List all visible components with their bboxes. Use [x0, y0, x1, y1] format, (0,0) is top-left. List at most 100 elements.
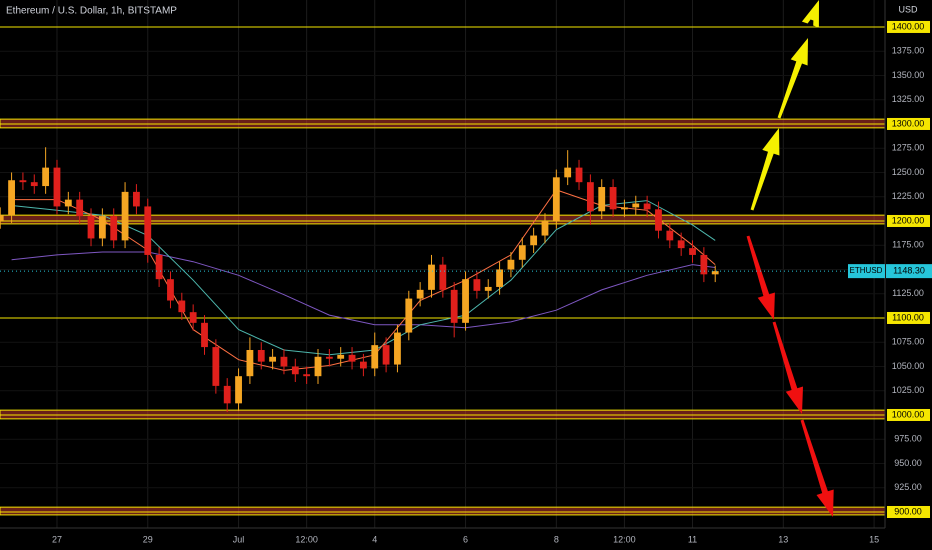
- candle-body: [655, 209, 662, 231]
- arrow: [801, 0, 819, 28]
- candle-body: [178, 300, 186, 313]
- candle-body: [223, 385, 231, 404]
- candle-body: [382, 345, 390, 365]
- candle-body: [189, 312, 197, 323]
- candle-body: [462, 279, 469, 323]
- x-tick-label: 8: [554, 534, 559, 544]
- candle-body: [586, 182, 594, 212]
- candle-body: [677, 240, 685, 249]
- x-tick-label: 4: [372, 534, 377, 544]
- x-tick-label: 12:00: [613, 534, 636, 544]
- y-tick-label: 925.00: [894, 482, 922, 492]
- candle-body: [405, 298, 413, 333]
- x-tick-label: 11: [688, 534, 697, 544]
- candle-body: [518, 245, 526, 260]
- candle-body: [473, 279, 481, 291]
- candle-body: [450, 289, 458, 323]
- level-label-box: [887, 214, 930, 227]
- candle-body: [666, 230, 674, 241]
- arrow: [777, 38, 808, 119]
- candle-body: [121, 191, 129, 241]
- time-axis: [0, 528, 885, 550]
- arrow: [772, 321, 803, 414]
- arrow: [800, 419, 834, 517]
- candle-body: [541, 220, 549, 236]
- symbol-label: ETHUSD: [850, 266, 883, 275]
- x-tick-label: 29: [143, 534, 153, 544]
- candle-body: [76, 199, 84, 217]
- candle-body: [689, 248, 696, 255]
- candle-body: [201, 322, 208, 348]
- y-tick-label: 975.00: [894, 434, 922, 444]
- level-label-box: [887, 311, 930, 324]
- candle-body: [212, 347, 220, 386]
- candle-body: [700, 254, 708, 275]
- candles: [0, 147, 719, 413]
- x-tick-label: 12:00: [295, 534, 318, 544]
- candle-body: [337, 354, 345, 359]
- y-tick-label: 1375.00: [892, 46, 925, 56]
- candle-body: [359, 361, 367, 369]
- candle-body: [8, 180, 15, 216]
- x-tick-label: Jul: [233, 534, 245, 544]
- candle-body: [348, 354, 356, 362]
- candle-body: [428, 264, 435, 290]
- candle-body: [87, 216, 95, 239]
- arrow: [746, 235, 775, 320]
- candle-body: [484, 286, 492, 291]
- candle-body: [144, 206, 152, 255]
- candle-body: [0, 215, 4, 221]
- y-tick-label: 1200.00: [892, 215, 925, 225]
- y-tick-label: 1350.00: [892, 70, 925, 80]
- candle-body: [530, 235, 538, 246]
- last-price-box: [886, 264, 932, 279]
- y-tick-label: 1275.00: [892, 143, 925, 153]
- candle-body: [621, 207, 628, 210]
- x-tick-label: 15: [869, 534, 879, 544]
- y-tick-label: 1250.00: [892, 167, 925, 177]
- candle-body: [235, 376, 242, 404]
- y-tick-label: 1050.00: [892, 361, 925, 371]
- candle-body: [53, 167, 61, 207]
- currency-label: USD: [898, 4, 918, 14]
- level-band: [0, 214, 886, 225]
- arrow: [750, 128, 780, 211]
- candle-body: [394, 332, 401, 365]
- y-tick-label: 1225.00: [892, 191, 925, 201]
- candle-body: [496, 269, 503, 287]
- level-label-box: [887, 408, 930, 421]
- candle-body: [507, 259, 515, 270]
- level-label-box: [887, 20, 930, 33]
- candle-body: [643, 203, 651, 210]
- x-tick-label: 6: [463, 534, 468, 544]
- candle-body: [371, 345, 379, 369]
- symbol-box: [848, 264, 885, 279]
- candle-body: [30, 182, 38, 187]
- candle-body: [291, 366, 299, 375]
- candle-body: [575, 167, 583, 183]
- y-tick-label: 1400.00: [892, 21, 925, 31]
- y-tick-label: 1075.00: [892, 337, 925, 347]
- level-label-box: [887, 505, 930, 518]
- chart-title: Ethereum / U.S. Dollar, 1h, BITSTAMP: [6, 6, 177, 17]
- candle-body: [42, 167, 50, 187]
- candle-body: [632, 203, 640, 208]
- candle-body: [246, 349, 254, 377]
- candle-body: [711, 271, 719, 275]
- level-band: [0, 506, 886, 516]
- candle-body: [564, 167, 572, 178]
- candle-body: [19, 180, 27, 183]
- levels: [0, 26, 886, 516]
- y-tick-label: 1175.00: [892, 240, 924, 250]
- y-tick-label: 1125.00: [892, 288, 924, 298]
- arrows: [746, 0, 834, 517]
- candle-body: [257, 349, 265, 362]
- y-tick-label: 1025.00: [892, 385, 925, 395]
- x-tick-label: 27: [52, 534, 62, 544]
- x-tick-label: 13: [778, 534, 788, 544]
- candle-body: [133, 191, 140, 207]
- level-label-box: [887, 117, 930, 130]
- y-tick-label: 1000.00: [892, 409, 925, 419]
- candle-body: [598, 187, 606, 212]
